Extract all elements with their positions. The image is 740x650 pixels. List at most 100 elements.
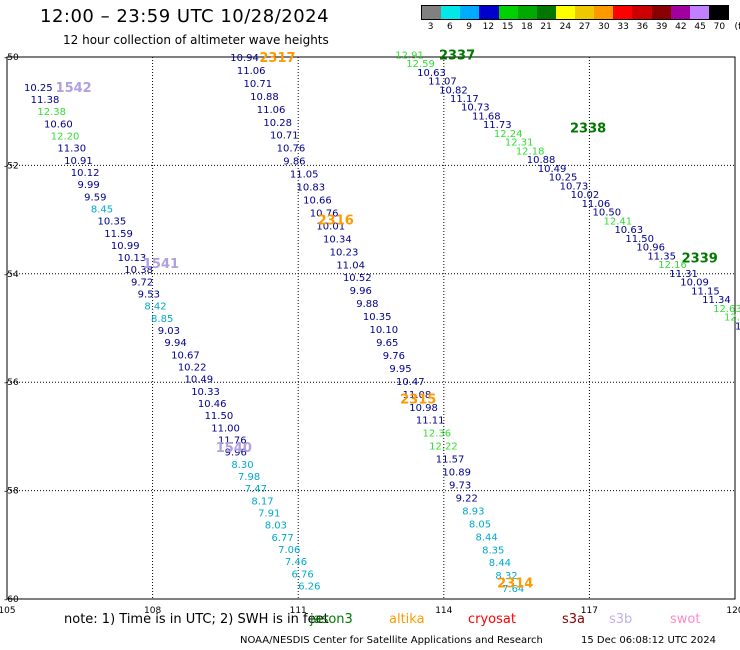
footnote: note: 1) Time is in UTC; 2) SWH is in fe…: [64, 612, 329, 627]
wave-height-value: 12.71: [724, 313, 740, 324]
legend-swatch: [651, 6, 671, 19]
longitude-tick-label: 114: [435, 606, 452, 616]
wave-height-value: 8.35: [482, 545, 504, 556]
legend-swatch: [613, 6, 633, 19]
wave-height-value: 9.53: [138, 290, 160, 301]
wave-height-value: 7.64: [502, 584, 524, 595]
wave-height-value: 11.11: [416, 416, 445, 427]
wave-height-value: 10.28: [263, 118, 292, 129]
legend-tick-label: 70: [713, 22, 726, 32]
wave-height-value: 10.12: [71, 168, 100, 179]
mission-swot: swot: [670, 612, 701, 627]
wave-height-value: 11.50: [625, 234, 654, 245]
wave-height-value: 11.05: [290, 170, 319, 181]
wave-height-value: 11.73: [483, 120, 512, 131]
longitude-tick-label: 108: [144, 606, 161, 616]
longitude-tick-label: 105: [0, 606, 16, 616]
legend-swatch: [689, 6, 709, 19]
wave-height-value: 10.09: [680, 278, 709, 289]
wave-height-value: 8.30: [231, 460, 253, 471]
wave-height-value: 10.99: [111, 241, 140, 252]
latitude-tick-label: -52: [4, 161, 19, 171]
wave-height-value: 8.45: [91, 204, 113, 215]
pass-number-label: 2314: [497, 577, 533, 592]
wave-height-value: 12.59: [406, 59, 435, 70]
legend-swatch: [575, 6, 595, 19]
wave-height-value: 9.94: [164, 338, 186, 349]
wave-height-value: 10.83: [297, 183, 326, 194]
legend-tick-label: 21: [540, 22, 552, 32]
wave-height-value: 9.73: [449, 481, 471, 492]
legend-swatch: [555, 6, 575, 19]
wave-height-value: 9.99: [77, 180, 99, 191]
wave-height-value: 10.23: [330, 247, 359, 258]
generation-timestamp: 15 Dec 06:08:12 UTC 2024: [581, 635, 716, 646]
wave-height-value: 9.22: [456, 493, 478, 504]
legend-tick-label: 42: [675, 22, 687, 32]
wave-height-value: 10.71: [244, 79, 273, 90]
latitude-tick-label: -56: [4, 378, 19, 388]
pass-number-label: 2317: [259, 51, 295, 66]
wave-height-value: 12.63: [713, 304, 740, 315]
wave-height-value: 10.71: [270, 131, 299, 142]
wave-height-value: 10.67: [171, 350, 200, 361]
wave-height-value: 10.89: [442, 468, 471, 479]
wave-height-value: 12.20: [51, 131, 80, 142]
pass-number-label: 2316: [318, 214, 354, 229]
wave-height-value: 10.82: [439, 85, 468, 96]
wave-height-value: 11.07: [428, 77, 457, 88]
legend-swatch: [441, 6, 461, 19]
wave-height-value: 10.63: [417, 68, 446, 79]
wave-height-value: 10.10: [369, 325, 398, 336]
pass-number-label: 1542: [56, 81, 92, 96]
legend-swatch: [460, 6, 480, 19]
legend-tick-label: 6: [447, 22, 453, 32]
wave-height-value: 6.77: [271, 533, 293, 544]
wave-height-value: 12.16: [658, 260, 687, 271]
wave-height-value: 10.76: [310, 208, 339, 219]
wave-height-value: 9.96: [350, 286, 372, 297]
wave-height-value: 10.01: [316, 221, 345, 232]
wave-height-value: 8.44: [476, 532, 498, 543]
wave-height-value: 8.32: [495, 571, 517, 582]
wave-height-value: 6.26: [298, 581, 320, 592]
mission-altika: altika: [389, 612, 425, 627]
wave-height-value: 8.05: [469, 519, 491, 530]
wave-height-value: 10.73: [461, 103, 490, 114]
pass-number-label: 2315: [400, 392, 436, 407]
legend-tick-label: 9: [466, 22, 472, 32]
wave-height-value: 10.94: [230, 53, 259, 64]
latitude-tick-label: -60: [4, 595, 19, 605]
wave-height-value: 10.33: [191, 387, 220, 398]
legend-swatches: [421, 5, 729, 20]
wave-height-value: 11.35: [647, 251, 676, 262]
wave-height-value: 10.60: [44, 119, 73, 130]
wave-height-value: 10.98: [409, 403, 438, 414]
wave-height-value: 11.31: [669, 269, 698, 280]
wave-height-value: 9.76: [383, 351, 405, 362]
mission-cryosat: cryosat: [468, 612, 516, 627]
wave-height-value: 11.06: [257, 105, 286, 116]
wave-height-value: 11.30: [57, 144, 86, 155]
wave-height-value: 8.44: [489, 558, 511, 569]
wave-height-value: 11.04: [336, 260, 365, 271]
mission-s3b: s3b: [609, 612, 633, 627]
mission-jason3: jason3: [310, 612, 353, 627]
wave-height-value: 11.15: [691, 286, 720, 297]
wave-height-value: 10.91: [64, 156, 93, 167]
wave-height-value: 9.95: [389, 364, 411, 375]
longitude-tick-label: 117: [581, 606, 598, 616]
legend-swatch: [594, 6, 614, 19]
wave-height-value: 10.88: [527, 155, 556, 166]
pass-number-label: 1540: [216, 441, 252, 456]
wave-height-value: 10.63: [614, 225, 643, 236]
legend-swatch: [422, 6, 442, 19]
wave-height-value: 11.06: [582, 199, 611, 210]
longitude-tick-label: 111: [290, 606, 307, 616]
wave-height-value: 9.03: [158, 326, 180, 337]
legend-swatch: [517, 6, 537, 19]
pass-number-label: 2339: [682, 252, 718, 267]
